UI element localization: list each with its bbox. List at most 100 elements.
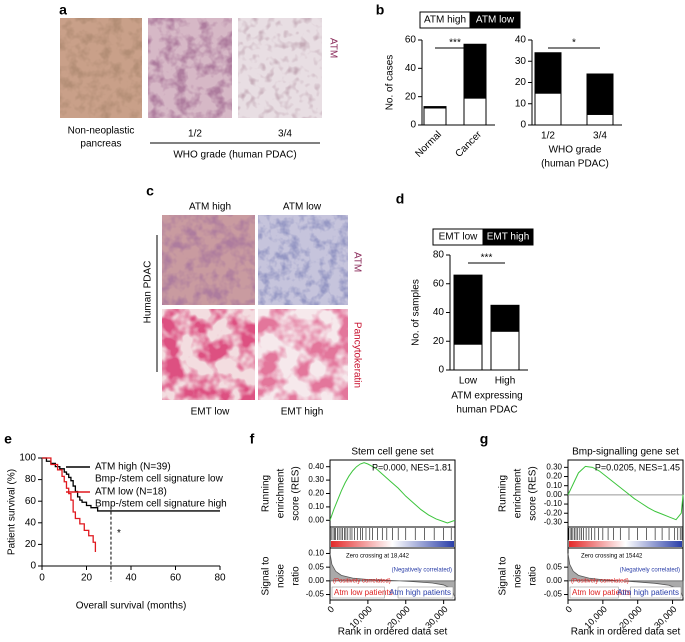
y-axis-label: No. of samples (411, 279, 422, 346)
y-axis-label: score (RES) (291, 466, 302, 520)
bar-segment (463, 97, 487, 126)
neg-label: (Negatively correlated) (392, 568, 452, 574)
y-tick-label: 0 (438, 365, 444, 376)
y-axis-label: enrichment (513, 469, 524, 519)
y-tick-label: 0 (30, 561, 36, 572)
y-tick-label: 60 (405, 35, 417, 46)
survival-line (42, 457, 97, 552)
legend-label: ATM high (N=39) (95, 462, 171, 473)
significance: *** (481, 253, 493, 264)
micrograph-texture (258, 309, 348, 400)
x-tick-label: 0 (563, 604, 574, 615)
grade-label: 1/2 (188, 129, 202, 140)
micrograph-texture (162, 215, 255, 305)
y-tick-label: 0.10 (308, 549, 324, 558)
x-tick-label: 80 (214, 573, 226, 584)
annotation: P=0.000, NES=1.81 (372, 462, 452, 472)
x-axis-label: Overall survival (months) (76, 601, 187, 612)
y-tick-label: 0.40 (308, 462, 324, 471)
stain-label: Pancytokeratin (351, 322, 362, 388)
x-axis-label: WHO grade (549, 145, 602, 156)
y-tick-label: 60 (25, 496, 37, 507)
x-tick-label: High (495, 376, 516, 387)
y-tick-label: 0.00 (546, 490, 562, 499)
micrographs (60, 18, 348, 400)
column-label: ATM high (189, 202, 231, 213)
significance: *** (449, 38, 461, 49)
y-axis-label: ratio (528, 566, 539, 586)
y-tick-label: 0.10 (308, 502, 324, 511)
x-tick-label: 3/4 (593, 131, 607, 142)
zero-crossing: Zero crossing at 15442 (581, 554, 643, 560)
row-label: Human PDAC (143, 261, 154, 324)
legend-subtitle: Bmp-/stem cell signature low (95, 474, 224, 485)
legend-label: ATM high (424, 15, 466, 26)
bar-segment (586, 113, 614, 126)
bar-segment (534, 92, 562, 126)
legend-label: ATM low (N=18) (95, 487, 167, 498)
y-tick-label: -0.20 (544, 508, 563, 517)
group-box (569, 586, 619, 599)
x-tick-label: Cancer (453, 129, 484, 160)
y-axis-label: Signal to (498, 556, 509, 595)
x-axis-label: ATM expressing (451, 391, 523, 402)
y-tick-label: 60 (433, 278, 445, 289)
y-tick-label: 0 (520, 120, 526, 131)
y-tick-label: 0.10 (546, 481, 562, 490)
y-tick-label: 0.05 (308, 562, 324, 571)
panel-label: a (59, 2, 67, 18)
metric-area (567, 553, 684, 598)
y-tick-label: -0.10 (544, 499, 563, 508)
column-label: EMT low (191, 407, 230, 418)
bar-segment (453, 343, 483, 371)
micrograph-texture (258, 215, 348, 305)
bar-segment (453, 274, 483, 345)
legend-swatch (469, 11, 521, 29)
bar-segment (423, 107, 447, 126)
y-tick-label: 80 (433, 250, 445, 261)
panel-label: g (480, 431, 489, 447)
panel-label: c (146, 183, 154, 199)
x-tick-label: 1/2 (541, 131, 555, 142)
y-tick-label: 40 (405, 63, 417, 74)
enrichment-line (329, 462, 456, 524)
x-axis-label: Rank in ordered data set (571, 627, 681, 638)
y-tick-label: -0.05 (306, 590, 325, 599)
significance: * (117, 528, 121, 539)
bar-segment (423, 106, 447, 109)
x-tick-label: 0 (325, 604, 336, 615)
zero-crossing: Zero crossing at 18,442 (346, 554, 410, 560)
x-axis-label: human PDAC (456, 405, 517, 416)
bar-segment (490, 304, 520, 332)
y-tick-label: 20 (515, 77, 527, 88)
group-box (331, 586, 385, 599)
group-label: Atm low patients (334, 588, 393, 597)
y-tick-label: 0.00 (308, 515, 324, 524)
y-tick-label: -0.05 (544, 590, 563, 599)
neg-label: (Negatively correlated) (620, 568, 680, 574)
y-tick-label: 20 (405, 91, 417, 102)
pos-label: (Positively correlated) (571, 579, 629, 585)
y-tick-label: 40 (433, 307, 445, 318)
x-tick-label: 20 (81, 573, 93, 584)
panel-label: f (250, 431, 255, 447)
group-box (630, 586, 682, 599)
stain-label: ATM (327, 38, 338, 58)
x-axis-label: Rank in ordered data set (338, 627, 448, 638)
y-axis-label: ratio (291, 566, 302, 586)
enrichment-line (567, 465, 684, 521)
group-label: Atm high patients (389, 588, 451, 597)
x-tick-label: 60 (170, 573, 182, 584)
legend-label: ATM low (476, 15, 515, 26)
panel-label: e (4, 431, 12, 447)
y-axis-label: No. of cases (385, 55, 396, 111)
column-label: EMT high (281, 407, 324, 418)
legend-swatch (482, 228, 534, 246)
micrograph-texture (162, 309, 255, 400)
stain-label: ATM (351, 252, 362, 272)
y-tick-label: 40 (25, 517, 37, 528)
column-label: ATM low (283, 202, 322, 213)
y-tick-label: 0.20 (308, 489, 324, 498)
chart-title: Stem cell gene set (351, 447, 433, 458)
